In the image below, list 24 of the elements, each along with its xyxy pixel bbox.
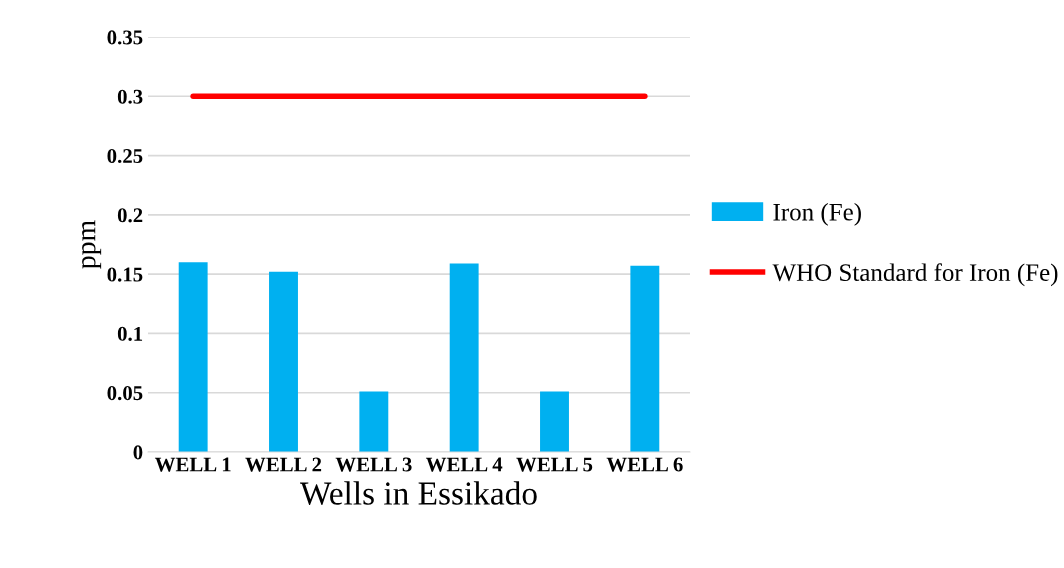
x-tick-label: WELL 4 xyxy=(425,457,503,472)
y-tick-label: 0.1 xyxy=(117,326,143,341)
x-tick-label: WELL 1 xyxy=(154,457,231,472)
y-tick-label: 0 xyxy=(133,445,143,460)
bar xyxy=(630,265,660,452)
y-axis-title: ppm xyxy=(82,220,102,269)
bar xyxy=(178,262,208,452)
legend-label: WHO Standard for Iron (Fe) xyxy=(772,263,1058,287)
bar xyxy=(449,263,479,452)
x-tick-label: WELL 6 xyxy=(606,457,683,472)
x-tick-label: WELL 2 xyxy=(245,457,322,472)
bar xyxy=(359,391,389,452)
y-tick-label: 0.25 xyxy=(107,148,143,164)
x-tick-label: WELL 5 xyxy=(516,457,593,472)
y-tick-label: 0.15 xyxy=(107,267,143,282)
x-axis-title: Wells in Essikado xyxy=(300,481,537,505)
legend-label: Iron (Fe) xyxy=(773,203,861,226)
y-tick-label: 0.2 xyxy=(117,208,143,223)
bar xyxy=(269,271,298,452)
x-tick-label: WELL 3 xyxy=(335,457,412,472)
y-tick-label: 0.35 xyxy=(107,30,143,45)
bar xyxy=(540,391,569,452)
y-tick-label: 0.05 xyxy=(107,386,143,401)
y-tick-label: 0.3 xyxy=(117,89,143,104)
